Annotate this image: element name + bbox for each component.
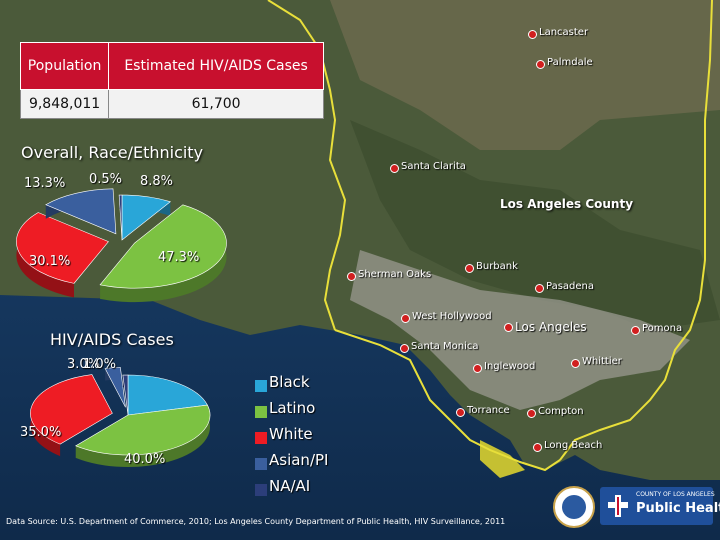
county-seal-icon (553, 486, 595, 528)
cases-pct-white: 35.0% (20, 425, 62, 440)
overall-chart-title: Overall, Race/Ethnicity (21, 143, 204, 162)
legend-label: Black (269, 373, 310, 391)
county-label: Los Angeles County (500, 197, 634, 211)
pie-slice-latino (75, 404, 211, 456)
overall-pie-chart (16, 188, 227, 303)
legend-swatch (255, 380, 267, 392)
hiv-cases-header: Estimated HIV/AIDS Cases (108, 42, 324, 90)
seal-center (562, 495, 586, 519)
overall-pct-naai: 0.5% (89, 172, 123, 187)
city-label: Burbank (465, 261, 518, 273)
cases-chart-title: HIV/AIDS Cases (50, 330, 174, 349)
public-health-logo: COUNTY OF LOS ANGELES Public Health (600, 487, 720, 525)
city-label: Long Beach (532, 440, 603, 452)
legend-item: NA/AI (255, 473, 328, 499)
legend-swatch (255, 458, 267, 470)
pie-slice-asianpi (45, 188, 117, 235)
public-health-mark-icon (608, 495, 628, 517)
legend-label: Latino (269, 399, 316, 417)
population-value: 9,848,011 (19, 89, 110, 119)
legend-label: Asian/PI (269, 451, 329, 469)
pie-slice-asianpi (104, 367, 126, 408)
pie-slice-white (16, 212, 109, 284)
public-health-big-text: Public Health (636, 501, 720, 516)
public-health-small-text: COUNTY OF LOS ANGELES (636, 491, 715, 498)
pie-slice-naai (118, 194, 123, 241)
legend-item: Black (255, 369, 328, 395)
legend-item: Asian/PI (255, 447, 328, 473)
pie-slice-black (127, 374, 208, 416)
cases-pct-asian: 3.0% (67, 357, 101, 372)
city-label: Santa Clarita (390, 161, 466, 173)
city-label: Whittier (571, 356, 622, 368)
pie-slice-latino (99, 204, 227, 289)
overall-pct-black: 8.8% (140, 174, 174, 189)
legend-label: White (269, 425, 313, 443)
overall-pct-latino: 47.3% (158, 250, 200, 265)
chart-legend: Black Latino White Asian/PI NA/AI (255, 369, 328, 499)
overall-pct-asian: 13.3% (24, 176, 66, 191)
city-label: Compton (527, 406, 584, 418)
city-label: Palmdale (536, 57, 593, 69)
cases-pct-naai: 1.0% (83, 357, 117, 372)
cases-pct-latino: 40.0% (124, 452, 166, 467)
legend-item: White (255, 421, 328, 447)
legend-swatch (255, 484, 267, 496)
legend-item: Latino (255, 395, 328, 421)
population-table: Population Estimated HIV/AIDS Cases 9,84… (19, 42, 324, 119)
city-label: Sherman Oaks (346, 269, 432, 281)
city-label: Lancaster (527, 27, 589, 39)
city-label: Pomona (630, 323, 683, 335)
city-label: Torrance (456, 405, 510, 417)
city-label: Inglewood (472, 361, 536, 373)
pie-slice-naai (122, 374, 129, 416)
pie-slice-white (30, 374, 113, 445)
legend-label: NA/AI (269, 477, 311, 495)
cases-pie-chart (30, 367, 211, 467)
legend-swatch (255, 432, 267, 444)
city-label: Los Angeles (504, 320, 587, 334)
data-source-note: Data Source: U.S. Department of Commerce… (6, 517, 506, 526)
city-label: Santa Monica (400, 341, 479, 353)
population-header: Population (19, 42, 110, 90)
city-label: West Hollywood (401, 311, 492, 323)
hiv-cases-value: 61,700 (108, 89, 324, 119)
overall-pct-white: 30.1% (29, 254, 71, 269)
legend-swatch (255, 406, 267, 418)
city-label: Pasadena (534, 281, 595, 293)
